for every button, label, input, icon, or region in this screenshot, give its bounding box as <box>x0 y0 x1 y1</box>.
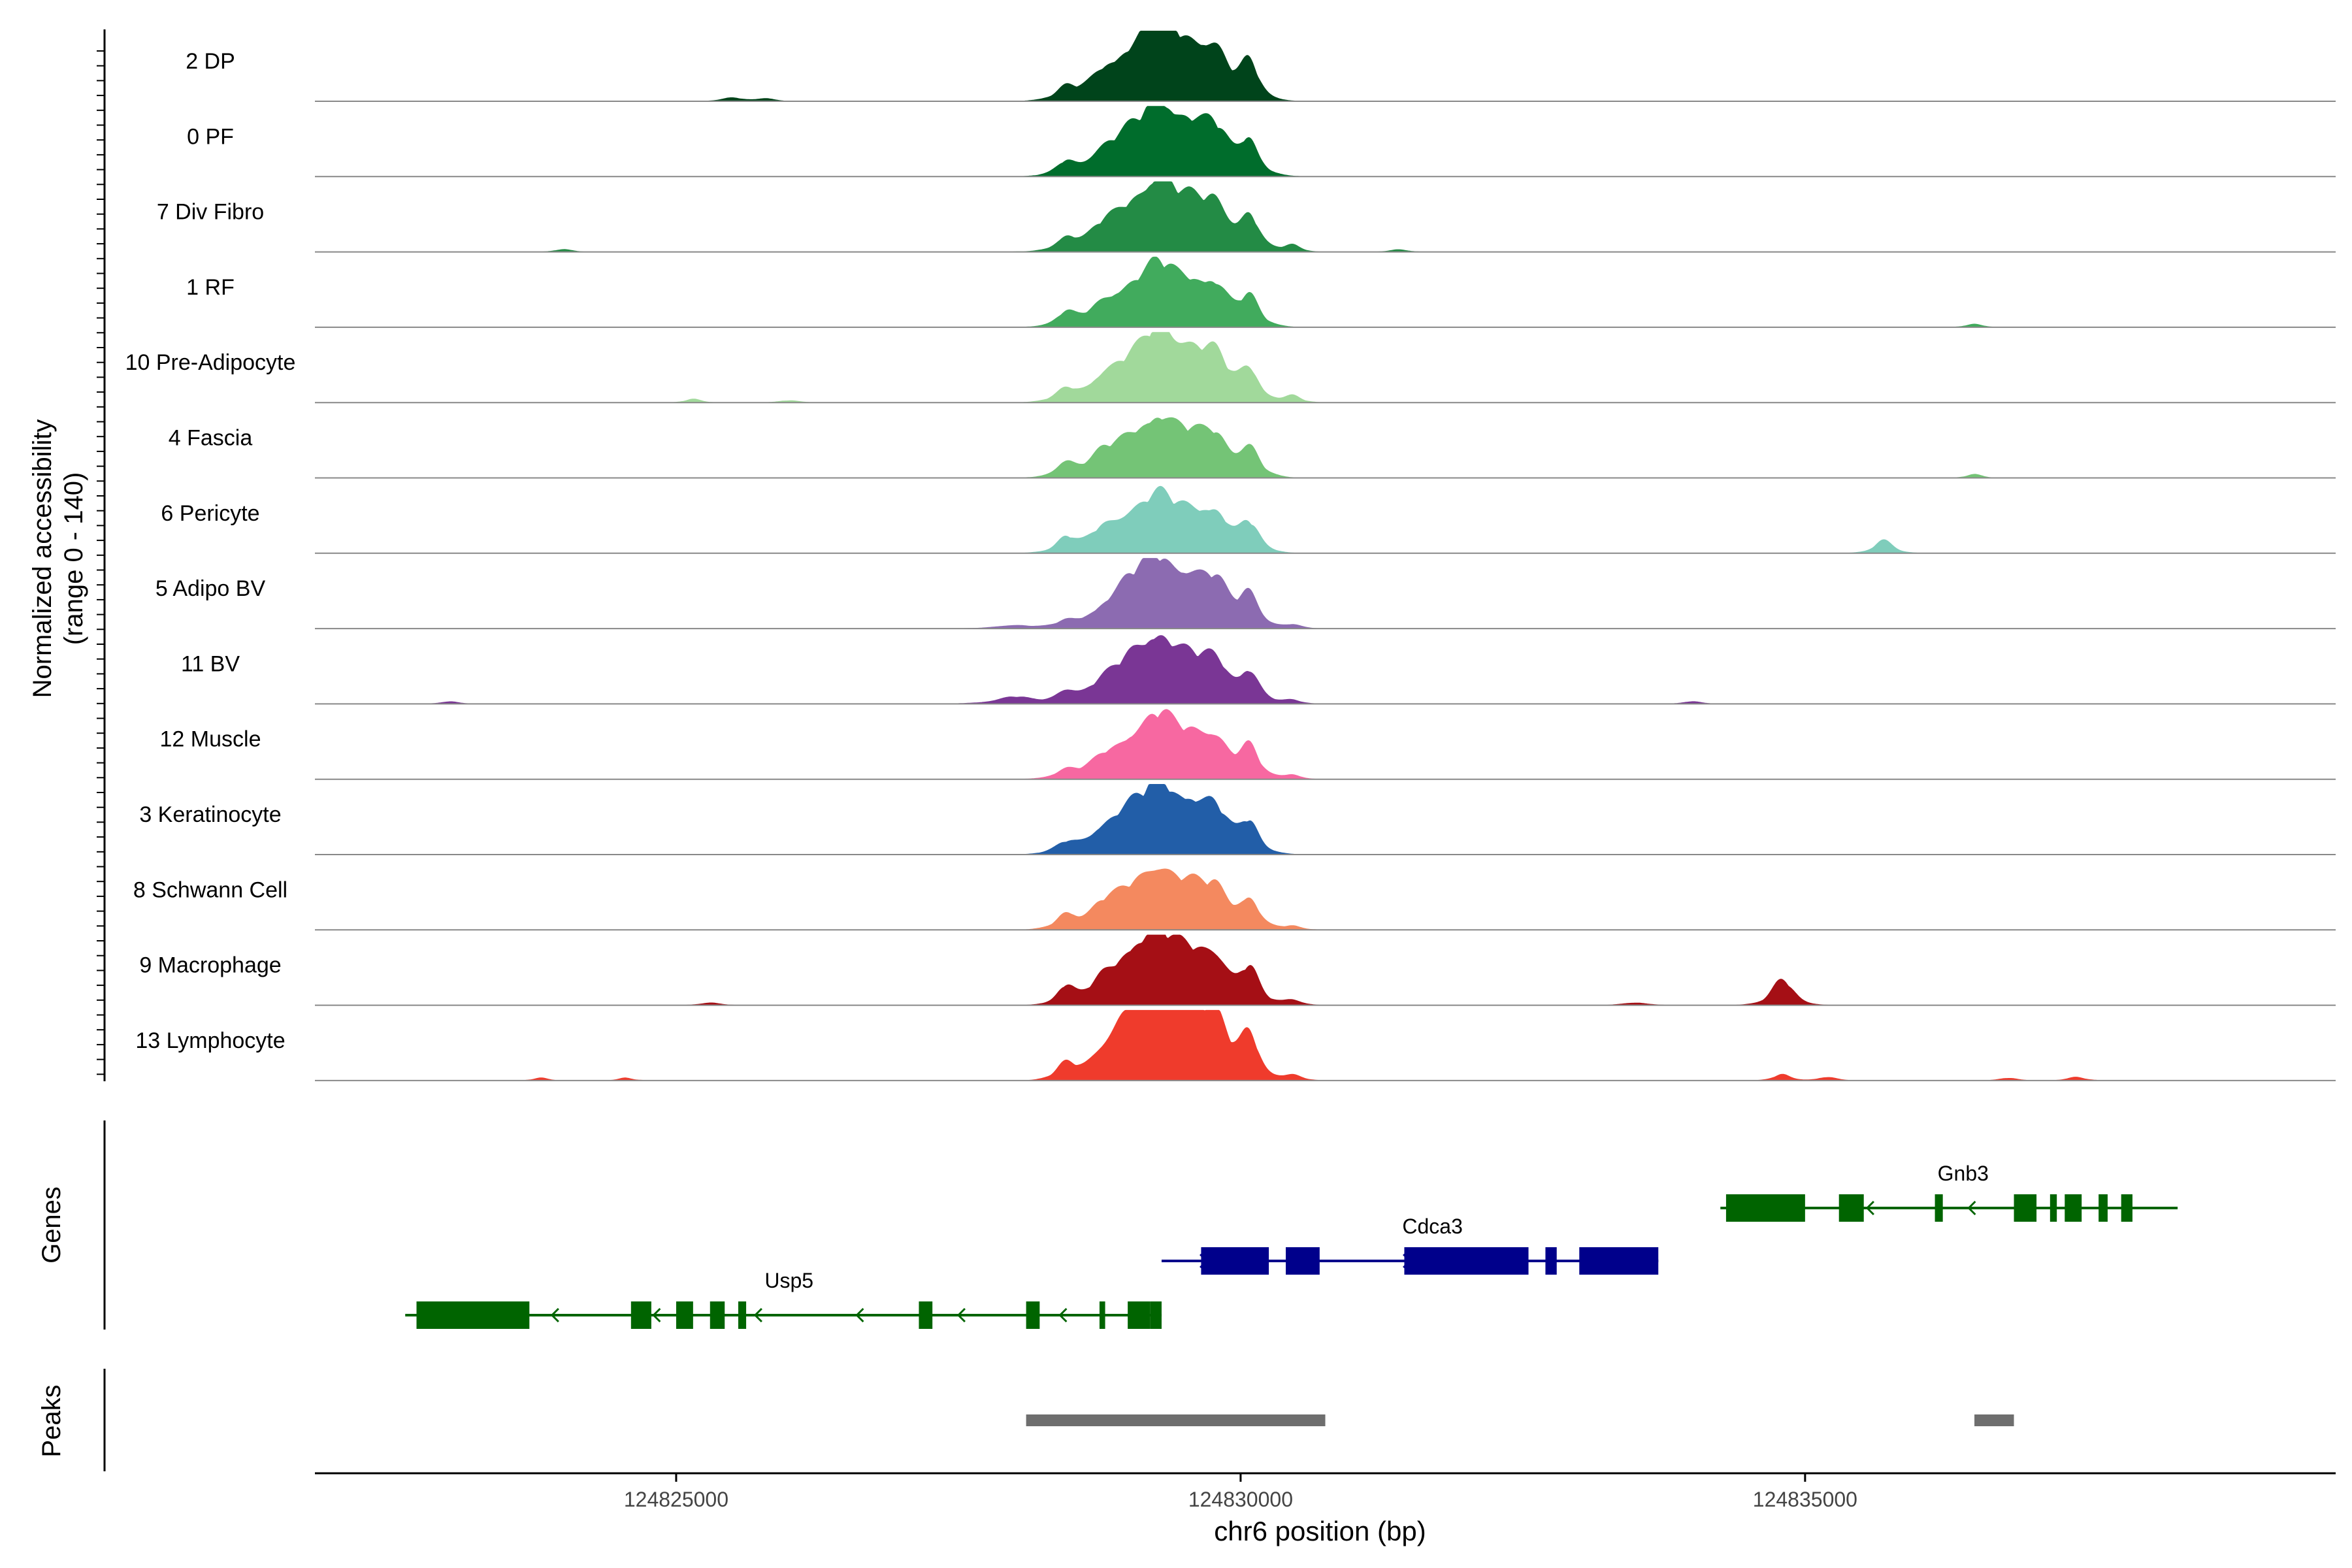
coverage-area <box>315 256 2336 327</box>
coverage-area <box>315 934 2336 1005</box>
peaks-track <box>103 1369 2014 1471</box>
track-label: 10 Pre-Adipocyte <box>125 350 296 375</box>
gene-exon <box>710 1301 725 1329</box>
peaks-track-label: Peaks <box>37 1384 66 1457</box>
gene-exon <box>2065 1194 2082 1222</box>
genes-track-label: Genes <box>37 1186 66 1264</box>
track-7: 6 Pericyte <box>161 485 2336 554</box>
track-label: 13 Lymphocyte <box>135 1028 285 1053</box>
gene-exon <box>1099 1301 1105 1329</box>
gene-exon <box>1404 1247 1529 1275</box>
gene-exon <box>2050 1194 2057 1222</box>
track-label: 1 RF <box>186 275 235 300</box>
gene-exon <box>1286 1247 1320 1275</box>
track-6: 4 Fascia <box>169 417 2336 479</box>
strand-arrow <box>1865 1200 1874 1216</box>
gene-usp5: Usp5 <box>405 1269 1162 1329</box>
gene-exon <box>1150 1301 1162 1329</box>
track-label: 9 Macrophage <box>139 953 281 978</box>
gene-exon <box>1545 1247 1557 1275</box>
x-axis: 124825000 124830000 124835000 <box>315 1472 2336 1511</box>
track-label: 3 Keratinocyte <box>139 802 281 827</box>
gene-exon <box>2014 1194 2037 1222</box>
gene-exon <box>738 1301 747 1329</box>
strand-arrow <box>753 1307 762 1323</box>
coverage-area <box>315 868 2336 930</box>
strand-arrow <box>1058 1307 1068 1323</box>
gene-exon <box>1128 1301 1151 1329</box>
track-13: 9 Macrophage <box>139 934 2336 1006</box>
track-label: 6 Pericyte <box>161 501 259 526</box>
coverage-area <box>315 417 2336 478</box>
gene-label: Usp5 <box>764 1269 813 1292</box>
gene-gnb3: Gnb3 <box>1720 1162 2178 1222</box>
track-label: 8 Schwann Cell <box>133 877 287 902</box>
coverage-area <box>315 558 2336 629</box>
track-label: 12 Muscle <box>160 727 261 752</box>
track-1: 2 DP <box>186 31 2336 102</box>
track-label: 11 BV <box>181 651 240 676</box>
track-10: 12 Muscle <box>160 709 2336 780</box>
x-tick-label: 124830000 <box>1188 1488 1293 1511</box>
strand-arrow <box>855 1307 864 1323</box>
gene-exon <box>1026 1301 1040 1329</box>
track-9: 11 BV <box>181 635 2336 705</box>
coverage-area <box>315 106 2336 177</box>
y-axis-label-range: (range 0 - 140) <box>59 472 88 645</box>
track-label: 0 PF <box>187 124 234 149</box>
left-axis <box>97 29 106 1081</box>
track-label: 4 Fascia <box>169 426 253 451</box>
coverage-area <box>315 784 2336 855</box>
gene-exon <box>1838 1194 1864 1222</box>
strand-arrow <box>1967 1200 1976 1216</box>
gene-exon <box>1935 1194 1943 1222</box>
gene-exon <box>919 1301 933 1329</box>
gene-exon <box>1579 1247 1659 1275</box>
gene-label: Cdca3 <box>1402 1215 1463 1238</box>
gene-track: Usp5 Cdca3 Gnb3 <box>103 1120 2178 1330</box>
strand-arrow <box>652 1307 661 1323</box>
peak-region <box>1026 1414 1326 1426</box>
y-axis-label: Normalized accessibility <box>28 419 57 698</box>
gene-exon <box>1201 1247 1269 1275</box>
coverage-area <box>315 709 2336 779</box>
track-2: 0 PF <box>187 106 2336 178</box>
track-8: 5 Adipo BV <box>155 558 2336 630</box>
x-tick-label: 124825000 <box>624 1488 728 1511</box>
gene-exon <box>2121 1194 2132 1222</box>
gene-exon <box>1725 1194 1805 1222</box>
strand-arrow <box>550 1307 559 1323</box>
coverage-area <box>315 181 2336 252</box>
coverage-area <box>315 31 2336 101</box>
gene-exon <box>630 1301 651 1329</box>
track-4: 1 RF <box>186 256 2336 328</box>
track-label: 2 DP <box>186 49 235 74</box>
gene-exon <box>2099 1194 2108 1222</box>
gene-exon <box>676 1301 693 1329</box>
gene-label: Gnb3 <box>1938 1162 1989 1185</box>
coverage-tracks: 2 DP 0 PF 7 Div Fibro 1 RF 10 Pre-Adipocyte 4… <box>125 31 2336 1081</box>
track-12: 8 Schwann Cell <box>133 868 2336 931</box>
x-axis-label: chr6 position (bp) <box>1214 1516 1426 1546</box>
gene-cdca3: Cdca3 <box>1161 1215 1659 1275</box>
track-3: 7 Div Fibro <box>157 181 2336 253</box>
x-tick-label: 124835000 <box>1753 1488 1857 1511</box>
peak-region <box>1974 1414 2014 1426</box>
gene-exon <box>416 1301 530 1329</box>
track-14: 13 Lymphocyte <box>135 1009 2336 1081</box>
track-5: 10 Pre-Adipocyte <box>125 332 2336 404</box>
coverage-area <box>315 485 2336 553</box>
coverage-area <box>315 1009 2336 1081</box>
track-label: 5 Adipo BV <box>155 576 266 601</box>
coverage-area <box>315 332 2336 403</box>
track-label: 7 Div Fibro <box>157 200 264 225</box>
coverage-area <box>315 635 2336 704</box>
track-11: 3 Keratinocyte <box>139 784 2336 855</box>
strand-arrow <box>956 1307 966 1323</box>
